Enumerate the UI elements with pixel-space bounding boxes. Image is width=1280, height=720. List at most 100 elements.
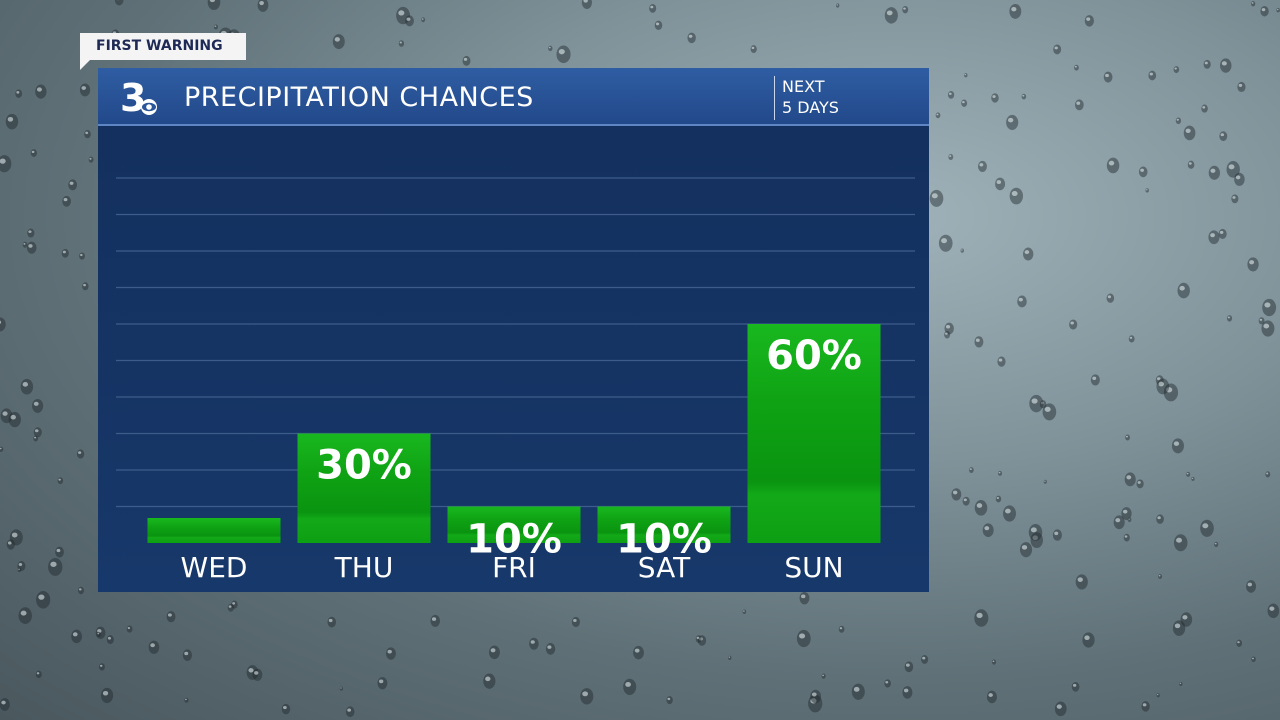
raindrop [969, 467, 974, 473]
first-warning-tag: FIRST WARNING [80, 33, 246, 60]
raindrop [252, 668, 263, 681]
raindrop [114, 0, 124, 6]
raindrop [22, 241, 28, 248]
raindrop [978, 160, 987, 173]
raindrop [1009, 4, 1022, 19]
raindrop [126, 625, 133, 633]
raindrop [1183, 125, 1196, 141]
raindrop [1017, 295, 1027, 308]
raindrop [88, 156, 94, 163]
raindrop [921, 655, 929, 664]
raindrop [1191, 476, 1195, 481]
raindrop [327, 616, 337, 628]
raindrop [257, 0, 269, 12]
raindrop [962, 496, 970, 506]
raindrop [750, 45, 757, 53]
raindrop [986, 690, 997, 704]
raindrop [6, 539, 15, 550]
raindrop [951, 488, 962, 501]
raindrop [385, 647, 396, 660]
category-label-sun: SUN [784, 551, 843, 584]
raindrop [0, 408, 13, 424]
chart-header: 3 PRECIPITATION CHANCES NEXT 5 DAYS [98, 68, 929, 126]
raindrop [1258, 317, 1265, 325]
raindrop [32, 398, 44, 413]
raindrop [1218, 228, 1227, 240]
raindrop [1226, 315, 1233, 322]
raindrop [84, 130, 91, 139]
raindrop [1021, 93, 1027, 100]
raindrop [100, 687, 114, 704]
raindrop [377, 677, 388, 690]
raindrop [1138, 166, 1148, 178]
raindrop [1177, 282, 1190, 299]
raindrop [1006, 114, 1019, 131]
raindrop [0, 317, 6, 332]
raindrop [1052, 529, 1062, 541]
raindrop [728, 655, 732, 660]
raindrop [1121, 507, 1132, 520]
raindrop [1179, 681, 1183, 687]
category-label-sat: SAT [638, 551, 691, 584]
raindrop [1163, 383, 1179, 402]
raindrop [99, 663, 105, 671]
raindrop [1082, 632, 1095, 648]
chart-title: PRECIPITATION CHANCES [184, 82, 534, 113]
raindrop [1075, 574, 1088, 590]
raindrop [904, 661, 914, 673]
raindrop [36, 590, 51, 609]
raindrop [974, 336, 984, 348]
raindrop [835, 3, 840, 8]
raindrop [1234, 172, 1245, 186]
raindrop [1029, 394, 1044, 413]
raindrop [1156, 693, 1160, 698]
raindrop [79, 83, 91, 97]
raindrop [71, 629, 83, 644]
raindrop [30, 149, 37, 157]
data-label-fri: 10% [466, 517, 562, 563]
bar-sun [747, 324, 881, 543]
data-label-sun: 60% [766, 333, 862, 379]
raindrop [1180, 612, 1193, 627]
raindrop [1148, 70, 1157, 81]
raindrop [1019, 542, 1033, 558]
raindrop [1201, 104, 1208, 113]
raindrop [33, 427, 42, 438]
raindrop [1123, 533, 1130, 542]
raindrop [1054, 701, 1067, 717]
raindrop [82, 282, 89, 291]
raindrop [935, 112, 941, 119]
header-divider [774, 76, 775, 120]
raindrop [488, 645, 500, 660]
raindrop [961, 99, 968, 107]
raindrop [1069, 319, 1078, 330]
raindrop [929, 189, 944, 207]
raindrop [1187, 160, 1195, 169]
raindrop [548, 45, 553, 52]
raindrop [33, 435, 39, 442]
raindrop [26, 241, 37, 254]
raindrop [838, 625, 845, 633]
raindrop [1071, 681, 1080, 692]
raindrop [1030, 532, 1044, 548]
raindrop [1003, 505, 1016, 522]
raindrop [1171, 438, 1184, 454]
raindrop [821, 673, 826, 679]
raindrop [78, 586, 84, 595]
raindrop [1246, 580, 1257, 593]
raindrop [960, 248, 964, 253]
chart-panel: WED 30% THU 10% FRI 10% SAT 60% SUN [98, 126, 929, 592]
data-label-thu: 30% [316, 443, 412, 489]
raindrop [1103, 71, 1113, 83]
raindrop [5, 113, 19, 130]
raindrop [430, 614, 441, 627]
raindrop [1039, 400, 1047, 409]
raindrop [529, 637, 539, 650]
raindrop [884, 7, 898, 24]
raindrop [55, 546, 64, 558]
raindrop [227, 603, 235, 612]
raindrop [1145, 188, 1149, 193]
raindrop [1262, 298, 1277, 317]
raindrop [17, 567, 22, 573]
